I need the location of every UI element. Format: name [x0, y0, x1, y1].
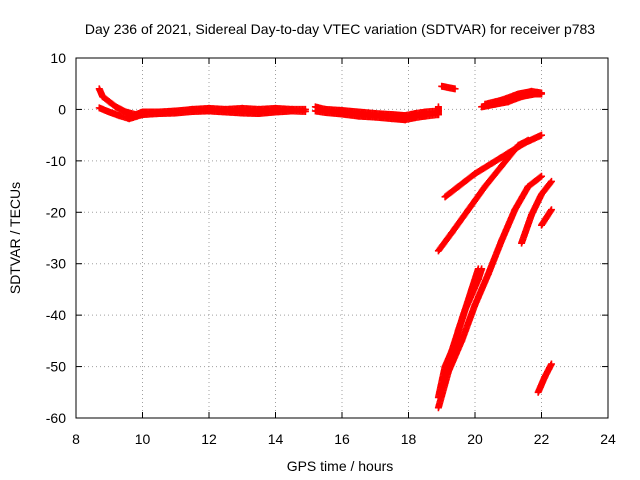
y-tick-label: -40 — [46, 307, 66, 323]
x-tick-label: 24 — [600, 431, 616, 447]
y-tick-label: -20 — [46, 204, 66, 220]
y-axis-ticks: -60 -50 -40 -30 -20 -10 0 10 — [46, 50, 608, 426]
y-tick-label: 10 — [50, 50, 66, 66]
y-tick-label: -30 — [46, 256, 66, 272]
data-point — [547, 177, 555, 185]
data-point — [524, 136, 532, 144]
y-tick-label: -60 — [46, 410, 66, 426]
data-point — [547, 179, 555, 187]
y-tick-label: -10 — [46, 153, 66, 169]
x-tick-label: 10 — [135, 431, 151, 447]
x-tick-label: 16 — [334, 431, 350, 447]
data-point — [301, 107, 309, 115]
x-axis-ticks: 8 10 12 14 16 18 20 22 24 — [72, 58, 616, 447]
y-axis-label: SDTVAR / TECUs — [7, 182, 23, 294]
y-tick-label: 0 — [58, 101, 66, 117]
y-tick-label: -50 — [46, 359, 66, 375]
x-axis-label: GPS time / hours — [287, 458, 394, 474]
data-point — [451, 85, 459, 93]
data-point — [547, 206, 555, 214]
x-tick-label: 20 — [467, 431, 483, 447]
data-point — [478, 265, 486, 273]
data-point — [538, 172, 545, 180]
x-tick-label: 22 — [534, 431, 550, 447]
x-tick-label: 8 — [72, 431, 80, 447]
x-tick-label: 12 — [201, 431, 217, 447]
chart-title: Day 236 of 2021, Sidereal Day-to-day VTE… — [85, 21, 595, 37]
x-tick-label: 14 — [268, 431, 284, 447]
data-points — [95, 82, 555, 412]
x-tick-label: 18 — [401, 431, 417, 447]
data-point — [547, 360, 555, 368]
data-point — [538, 131, 545, 139]
data-point — [536, 173, 544, 181]
data-point — [434, 103, 442, 111]
data-point — [538, 89, 545, 97]
